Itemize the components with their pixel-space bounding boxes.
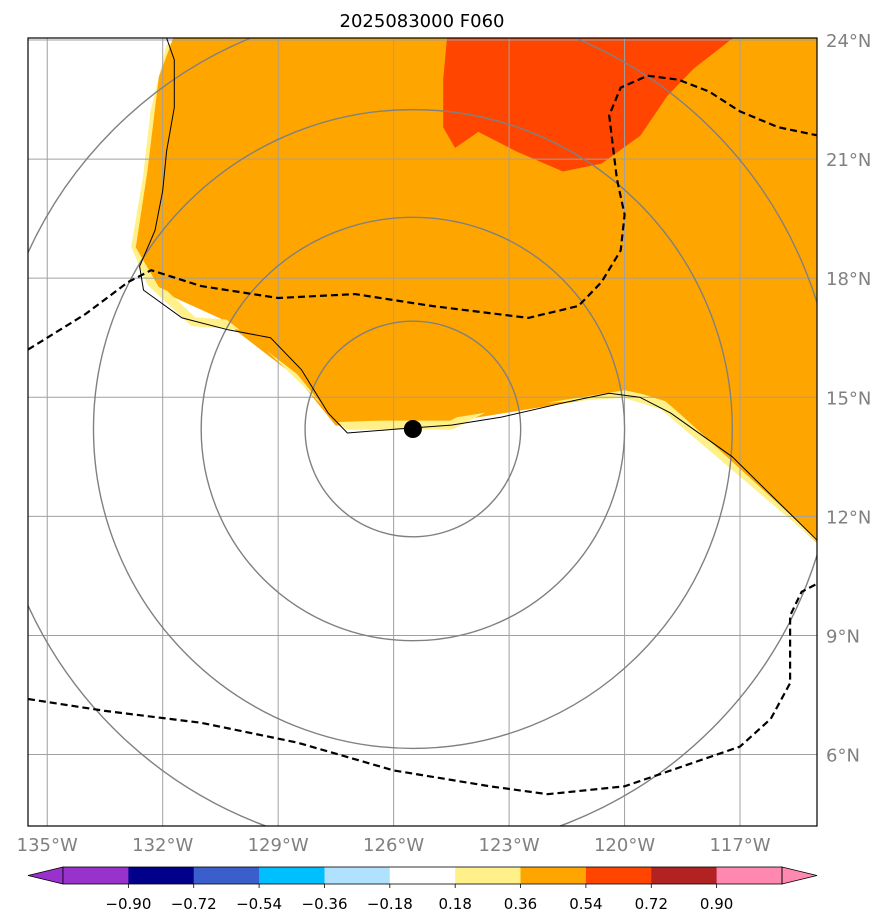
colorbar-swatch (651, 867, 718, 884)
colorbar: −0.90 −0.72 −0.54 −0.36 −0.18 0.18 0.36 0.54 0.7… (27, 866, 818, 913)
lon-tick-label: 132°W (132, 835, 193, 856)
fill-core-group (135, 38, 817, 540)
lon-tick-label: 117°W (709, 835, 770, 856)
colorbar-swatch (389, 867, 456, 884)
range-ring (304, 320, 522, 538)
lat-tick-label: 12°N (826, 507, 871, 528)
colorbar-swatch (585, 867, 652, 884)
gridlines (28, 38, 817, 826)
lat-tick-label: 9°N (826, 626, 860, 647)
colorbar-swatch (259, 867, 326, 884)
storm-center-layer (403, 420, 422, 439)
longitude-labels: 135°W 132°W 129°W 126°W 123°W 120°W 117°W (17, 835, 771, 856)
lat-tick-label: 24°N (826, 31, 871, 52)
colorbar-swatch (63, 867, 129, 884)
colorbar-swatch (520, 867, 587, 884)
lon-tick-label: 123°W (479, 835, 540, 856)
colorbar-tick-label: 0.72 (635, 895, 668, 913)
colorbar-tick-label: 0.90 (700, 895, 733, 913)
colorbar-swatch (193, 867, 260, 884)
lat-tick-label: 21°N (826, 150, 871, 171)
colorbar-swatch (128, 867, 195, 884)
lat-tick-label: 6°N (826, 746, 860, 767)
colorbar-tick-label: 0.18 (438, 895, 471, 913)
lat-tick-label: 15°N (826, 388, 871, 409)
colorbar-swatch (324, 867, 391, 884)
filled-contours (131, 38, 817, 543)
lon-tick-label: 126°W (363, 835, 424, 856)
fill-core-0 (135, 38, 817, 540)
dashed-contours (28, 74, 817, 796)
plot-frame (27, 37, 818, 827)
colorbar-tick-label: −0.18 (367, 895, 413, 913)
dashed-contour-0 (28, 74, 817, 351)
colorbar-tick-label: 0.36 (504, 895, 537, 913)
lon-tick-label: 135°W (17, 835, 78, 856)
lat-tick-label: 18°N (826, 269, 871, 290)
lon-tick-label: 129°W (248, 835, 309, 856)
colorbar-arrow-right (781, 866, 818, 885)
dashed-contour-1 (28, 582, 817, 796)
fill-top-0 (443, 38, 734, 172)
lon-tick-label: 120°W (594, 835, 655, 856)
range-ring (92, 108, 733, 750)
colorbar-tick-label: −0.90 (105, 895, 151, 913)
colorbar-swatch (716, 867, 783, 884)
colorbar-swatch (455, 867, 522, 884)
colorbar-tick-label: −0.72 (171, 895, 217, 913)
storm-center-dot (403, 420, 422, 439)
colorbar-tick-label: 0.54 (569, 895, 602, 913)
colorbar-tick-label: −0.54 (236, 895, 282, 913)
latitude-labels: 24°N 21°N 18°N 15°N 12°N 9°N 6°N (826, 31, 871, 767)
coastline-layer (139, 38, 817, 541)
colorbar-arrow-left (27, 866, 64, 885)
colorbar-tick-label: −0.36 (302, 895, 348, 913)
range-rings (28, 38, 817, 826)
coastline (139, 38, 817, 541)
chart-title: 2025083000 F060 (340, 11, 505, 32)
colorbar-frame (62, 866, 783, 885)
range-ring (200, 216, 626, 642)
